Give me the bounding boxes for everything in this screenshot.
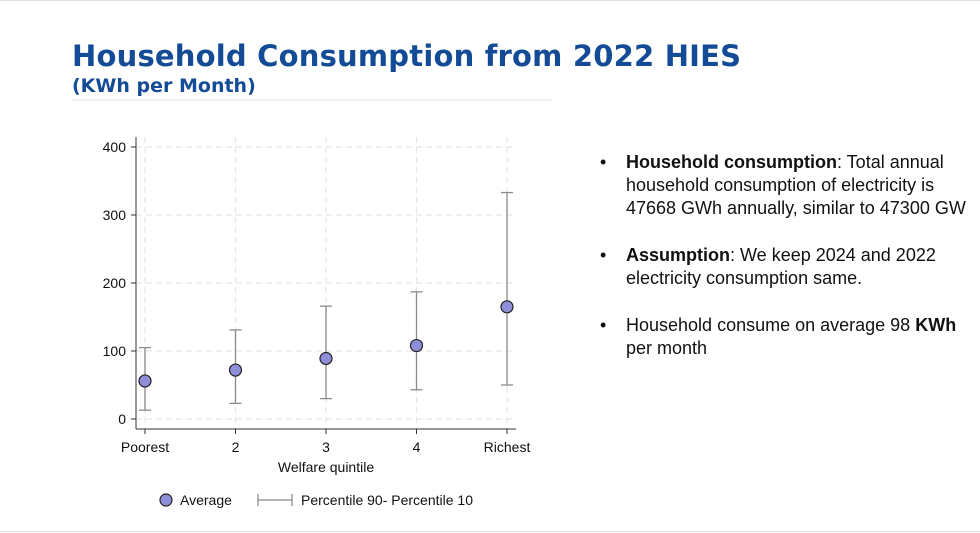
bullet-item-average: • Household consume on average 98 KWh pe… [596, 314, 966, 360]
bullet-lead: KWh [915, 315, 956, 335]
x-tick-label: 4 [413, 439, 421, 455]
average-point [320, 352, 332, 364]
y-tick-label: 0 [118, 411, 126, 427]
y-tick-label: 100 [103, 343, 127, 359]
average-point [501, 301, 513, 313]
y-tick-label: 400 [103, 139, 127, 155]
x-tick-label: 2 [232, 439, 240, 455]
legend-label-average: Average [180, 492, 232, 508]
bullet-pre: Household consume on average 98 [626, 315, 915, 335]
bullet-item-consumption: • Household consumption: Total annual ho… [596, 151, 966, 220]
bullet-lead: Assumption [626, 245, 730, 265]
bullet-dot: • [600, 244, 606, 267]
bullet-lead: Household consumption [626, 152, 837, 172]
average-point [230, 364, 242, 376]
bullet-list: • Household consumption: Total annual ho… [596, 151, 966, 384]
bullet-text: per month [626, 338, 707, 358]
slide: Household Consumption from 2022 HIES (KW… [0, 0, 980, 532]
y-tick-label: 200 [103, 275, 127, 291]
x-tick-label: 3 [322, 439, 330, 455]
bullet-item-assumption: • Assumption: We keep 2024 and 2022 elec… [596, 244, 966, 290]
x-axis-title: Welfare quintile [278, 459, 374, 475]
legend-label-range: Percentile 90- Percentile 10 [301, 492, 473, 508]
x-tick-label: Richest [484, 439, 531, 455]
bullet-dot: • [600, 314, 606, 337]
bullet-dot: • [600, 151, 606, 174]
y-tick-label: 300 [103, 207, 127, 223]
legend-marker-average [160, 494, 172, 506]
average-point [411, 340, 423, 352]
average-point [139, 375, 151, 387]
x-tick-label: Poorest [121, 439, 169, 455]
